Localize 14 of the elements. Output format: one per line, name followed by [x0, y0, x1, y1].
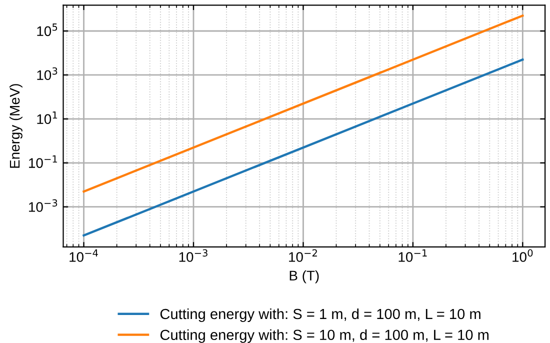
y-tick-label: 10$^{1}$: [37, 111, 58, 124]
y-tick-label: 10$^{5}$: [37, 24, 58, 36]
legend-label: Cutting energy with: S = 10 m, d = 100 m, L = 10 m: [160, 329, 488, 343]
x-tick-label: 10$^{−1}$: [398, 249, 427, 262]
x-tick-label: 10$^{−4}$: [70, 249, 98, 262]
x-tick-label: 10$^{0}$: [512, 249, 533, 262]
y-tick-label: 10$^{−3}$: [29, 199, 58, 212]
x-tick-label: 10$^{−2}$: [289, 249, 317, 262]
y-tick-label: 10$^{−1}$: [29, 155, 57, 168]
legend-label: Cutting energy with: S = 1 m, d = 100 m, L = 10 m: [160, 308, 480, 322]
y-tick-label: 10$^{3}$: [37, 67, 58, 80]
x-tick-label: 10$^{−3}$: [179, 249, 208, 262]
y-axis-title: Energy (MeV): [9, 84, 22, 168]
x-axis-title: B (T): [290, 270, 319, 284]
